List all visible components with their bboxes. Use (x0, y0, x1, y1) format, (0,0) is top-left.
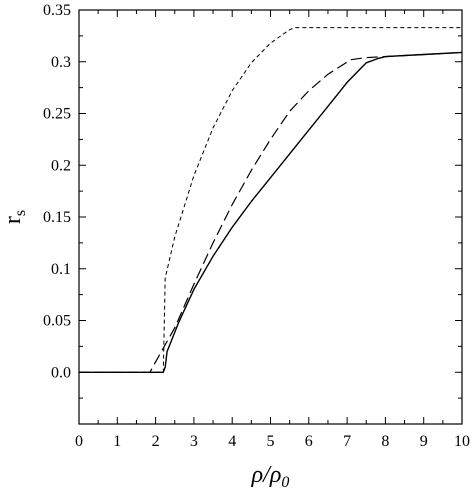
series-line-solid (79, 51, 463, 373)
x-axis-title: ρ/ρ0 (251, 462, 290, 491)
x-tick-label: 6 (305, 433, 313, 450)
x-tick-labels: 0 1 2 3 4 5 6 7 8 9 10 (75, 433, 470, 450)
x-axis-title-main: ρ/ρ (251, 462, 282, 488)
x-tick-label: 3 (190, 433, 198, 450)
y-tick-label: 0.1 (51, 261, 71, 278)
plot-frame (78, 9, 463, 425)
x-tick-label: 7 (343, 433, 351, 450)
y-tick-label: 0.35 (43, 2, 71, 19)
plot-series (79, 27, 463, 373)
x-tick-label: 9 (420, 433, 428, 450)
y-tick-label: 0.2 (51, 157, 71, 174)
series-line-short-dash (79, 27, 462, 373)
y-tick-label: 0.15 (43, 209, 71, 226)
y-tick-label: 0.3 (51, 54, 71, 71)
x-tick-label: 8 (381, 433, 389, 450)
x-axis-title-subscript: 0 (281, 474, 289, 491)
y-axis-title-subscript: s (12, 210, 29, 216)
y-tick-label: 0.25 (43, 106, 71, 123)
y-tick-label: 0.0 (51, 364, 71, 381)
y-axis-title: rs (0, 210, 29, 224)
series-line-long-dash (79, 51, 463, 373)
tick-marks (78, 9, 463, 424)
y-tick-label: 0.05 (43, 313, 71, 330)
x-tick-label: 5 (267, 433, 275, 450)
x-tick-label: 4 (228, 433, 236, 450)
x-tick-label: 0 (75, 433, 83, 450)
x-tick-label: 2 (152, 433, 160, 450)
y-tick-labels: 0.0 0.05 0.1 0.15 0.2 0.25 0.3 0.35 (43, 2, 71, 381)
y-axis-title-main: r (0, 216, 26, 224)
x-tick-label: 10 (454, 433, 470, 450)
x-tick-label: 1 (113, 433, 121, 450)
